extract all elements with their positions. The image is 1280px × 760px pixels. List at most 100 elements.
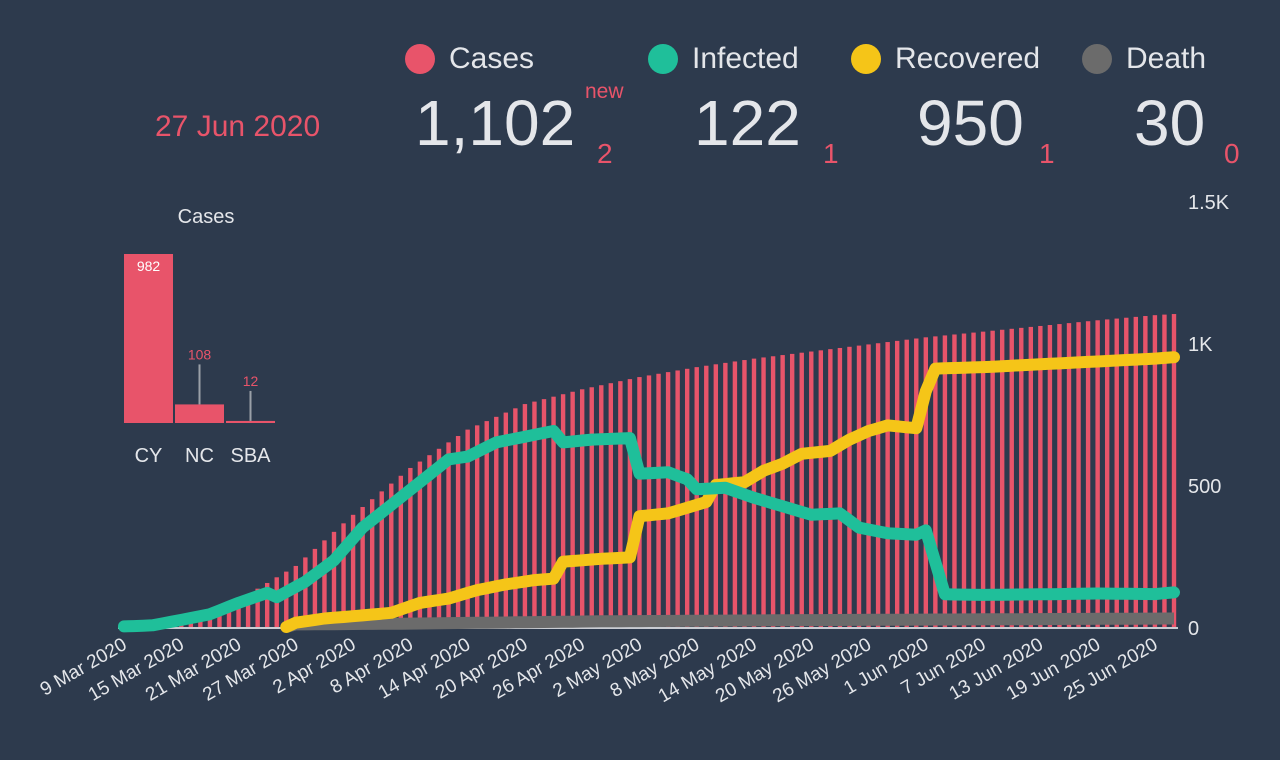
cases-bar [455, 436, 461, 627]
mini-category-label: NC [185, 445, 214, 467]
cases-bar [236, 600, 241, 627]
cases-bar [389, 483, 394, 627]
mini-bar [124, 254, 173, 423]
cases-bar [427, 455, 432, 627]
cases-bar [952, 334, 957, 627]
cases-bar [723, 362, 728, 627]
cases-bar [809, 351, 814, 627]
cases-bar [618, 381, 623, 627]
cases-bar [933, 336, 938, 627]
stat-value: 122 [694, 87, 801, 159]
cases-bar [1028, 326, 1034, 627]
cases-bar [894, 340, 900, 627]
cases-bar [436, 448, 442, 627]
cases-bar [350, 514, 356, 627]
cases-bar [417, 461, 423, 627]
stat-label: Recovered [895, 42, 1041, 75]
death-legend-dot-icon [1082, 44, 1112, 74]
cases-bar [1047, 325, 1053, 627]
mini-category-label: CY [135, 445, 163, 467]
stat-delta: 0 [1224, 138, 1240, 169]
cases-bar [818, 350, 824, 627]
cases-bar [474, 425, 480, 627]
cases-legend-dot-icon [405, 44, 435, 74]
cases-bar [1095, 320, 1100, 627]
cases-bar [999, 329, 1005, 627]
cases-bar [541, 399, 547, 627]
stat-recovered: Recovered 950 1 [851, 42, 1055, 169]
y-tick-label: 0 [1188, 618, 1199, 640]
y-tick-label: 500 [1188, 476, 1221, 498]
cases-bar [684, 368, 690, 627]
cases-bar [789, 353, 795, 627]
cases-bar [532, 401, 537, 627]
cases-bar [284, 571, 289, 627]
cases-bar [522, 404, 528, 627]
cases-bar [1162, 314, 1167, 627]
cases-bar [971, 332, 976, 627]
cases-bar [980, 331, 986, 627]
cases-bar [847, 346, 852, 627]
cases-bar [1076, 322, 1081, 627]
mini-category-label: SBA [230, 445, 271, 467]
cases-bar [579, 389, 585, 627]
recovered-legend-dot-icon [851, 44, 881, 74]
stat-death: Death 30 0 [1082, 42, 1240, 169]
stat-new-label: new [585, 80, 624, 103]
cases-bar [398, 475, 404, 627]
cases-bar [828, 349, 833, 627]
mini-bar-value-label: 12 [243, 373, 259, 389]
cases-bar [331, 531, 337, 627]
mini-bar-value-label: 108 [188, 346, 212, 362]
stat-value: 30 [1134, 87, 1206, 159]
cases-bar [312, 548, 318, 627]
cases-bar [503, 412, 509, 627]
cases-bar [1133, 316, 1139, 627]
cases-bar [560, 394, 566, 627]
cases-bar [494, 416, 499, 627]
y-tick-label: 1K [1188, 334, 1213, 356]
cases-bar [875, 343, 881, 627]
stat-delta: 2 [597, 138, 613, 169]
cases-bar [1085, 321, 1091, 627]
cases-bar [1104, 319, 1110, 627]
cases-bar [570, 391, 575, 627]
cases-bar [255, 588, 260, 627]
cases-bar [1019, 327, 1024, 627]
stat-delta: 1 [1039, 138, 1055, 169]
cases-bar [923, 337, 929, 627]
stat-value: 950 [917, 87, 1024, 159]
mini-bar-value-label: 982 [137, 258, 161, 274]
cases-bar [1009, 328, 1014, 627]
cases-bar [360, 507, 365, 627]
cases-bar [856, 345, 862, 627]
stat-label: Death [1126, 42, 1207, 75]
cases-bar [1171, 314, 1177, 627]
cases-bar [513, 408, 518, 627]
cases-bar [551, 396, 556, 627]
stat-label: Infected [692, 42, 799, 75]
cases-bar [369, 499, 375, 627]
mini-chart-title: Cases [178, 206, 235, 228]
stat-label: Cases [449, 42, 535, 75]
cases-bar [942, 335, 948, 627]
cases-bar [589, 387, 594, 627]
stat-infected: Infected 122 1 [648, 42, 839, 169]
cases-bar [264, 582, 270, 627]
cases-bar [770, 356, 776, 627]
cases-bar [1114, 318, 1119, 627]
cases-bar [675, 370, 680, 627]
cases-bar [226, 603, 232, 627]
cases-bar [293, 565, 299, 627]
cases-bar [322, 540, 327, 627]
cases-bar [1066, 323, 1072, 627]
cases-bar [379, 491, 384, 627]
cases-bar [446, 442, 451, 627]
cases-bar [1152, 315, 1158, 627]
cases-bar [245, 594, 251, 627]
y-tick-label: 1.5K [1188, 192, 1230, 214]
infected-legend-dot-icon [648, 44, 678, 74]
cases-bar [1143, 316, 1148, 627]
